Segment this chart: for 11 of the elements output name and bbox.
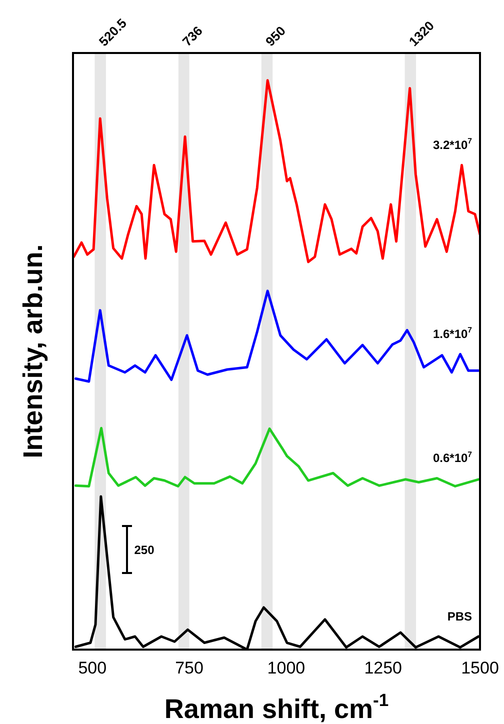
band-label: 950 <box>262 23 288 50</box>
scale-ruler: 250 <box>122 525 154 574</box>
annotation: 250 <box>134 542 154 557</box>
x-tick-label: 1000 <box>267 658 306 678</box>
x-tick-label: 500 <box>78 658 107 678</box>
x-tick-label: 750 <box>175 658 204 678</box>
series-label: PBS <box>447 610 472 624</box>
y-axis-title: Intensity, arb.un. <box>18 244 48 458</box>
x-tick-label: 1250 <box>364 658 402 678</box>
band-label: 736 <box>179 23 206 50</box>
x-tick-label: 1500 <box>461 658 499 678</box>
